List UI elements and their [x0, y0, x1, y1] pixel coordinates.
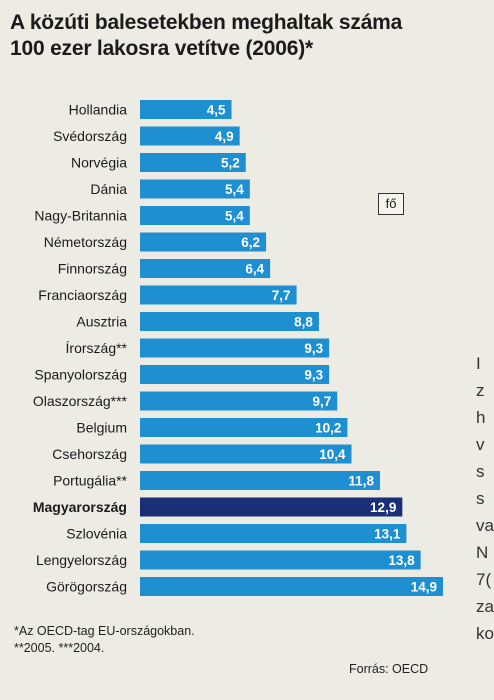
bar — [140, 391, 338, 411]
adjacent-text-fragment: va — [476, 516, 494, 535]
category-label: Ausztria — [76, 314, 127, 330]
category-label: Portugália** — [53, 473, 127, 489]
value-label: 6,4 — [245, 262, 264, 277]
chart-title-line-1: A közúti balesetekben meghaltak száma — [10, 11, 403, 34]
category-label: Belgium — [76, 420, 127, 436]
value-label: 8,8 — [294, 315, 313, 330]
bar — [140, 285, 297, 305]
category-label: Csehország — [52, 446, 127, 462]
category-label: Szlovénia — [66, 526, 127, 542]
bar — [140, 365, 330, 384]
value-label: 5,4 — [225, 182, 244, 197]
adjacent-text-fragment: z — [476, 381, 485, 400]
category-label: Írország** — [66, 340, 128, 356]
bar-chart: Hollandia 4,5 Svédország 4,9 Norvégia 5,2 Dáni… — [33, 100, 443, 596]
bar — [140, 444, 352, 464]
adjacent-text-fragment: s — [476, 489, 485, 508]
value-label: 7,7 — [272, 288, 291, 303]
category-label: Hollandia — [69, 102, 128, 118]
adjacent-text-fragment: v — [476, 435, 485, 454]
category-label: Franciaország — [38, 287, 127, 303]
bar-highlighted — [140, 497, 403, 517]
value-label: 12,9 — [370, 500, 396, 515]
adjacent-text-fragment: 7( — [476, 570, 492, 589]
adjacent-text-fragment: N — [476, 543, 489, 562]
adjacent-text-fragment: s — [476, 462, 485, 481]
chart-title-line-2: 100 ezer lakosra vetítve (2006)* — [10, 37, 313, 60]
adjacent-text-fragment: ko — [476, 624, 494, 643]
bar — [140, 126, 240, 146]
value-label: 11,8 — [348, 474, 374, 489]
value-label: 10,4 — [319, 447, 346, 462]
value-label: 13,8 — [388, 553, 415, 568]
bar — [140, 471, 380, 490]
value-label: 14,9 — [411, 580, 437, 595]
chart-title: A közúti balesetekben meghaltak száma 10… — [10, 10, 480, 62]
value-label: 9,3 — [304, 368, 323, 383]
value-label: 9,7 — [312, 394, 331, 409]
category-label: Dánia — [90, 181, 127, 197]
value-label: 4,5 — [207, 103, 226, 118]
adjacent-article-text: I z h v s s va N 7( za ko — [476, 350, 494, 647]
category-label: Nagy-Britannia — [34, 208, 127, 224]
bar — [140, 259, 271, 278]
value-label: 6,2 — [241, 235, 260, 250]
value-label: 9,3 — [304, 341, 323, 356]
value-label: 4,9 — [215, 129, 234, 144]
bar — [140, 179, 250, 199]
bar — [140, 418, 348, 437]
category-label: Lengyelország — [36, 552, 127, 568]
adjacent-text-fragment: za — [476, 597, 494, 616]
footnote: *Az OECD-tag EU-országokban. **2005. ***… — [14, 623, 195, 657]
category-label: Magyarország — [33, 499, 127, 515]
bar — [140, 153, 246, 172]
category-label: Németország — [44, 234, 127, 250]
value-label: 13,1 — [374, 527, 401, 542]
bar — [140, 206, 250, 225]
adjacent-text-fragment: h — [476, 408, 486, 427]
footnote-line-1: *Az OECD-tag EU-országokban. — [14, 624, 195, 638]
value-label: 5,2 — [221, 156, 240, 171]
unit-label-box: fő — [378, 193, 404, 215]
category-label: Svédország — [53, 128, 127, 144]
category-label: Görögország — [46, 579, 127, 595]
bar — [140, 312, 319, 331]
bar — [140, 338, 330, 358]
value-label: 10,2 — [315, 421, 341, 436]
bar — [140, 232, 267, 252]
category-label: Norvégia — [71, 155, 127, 171]
category-label: Finnország — [58, 261, 127, 277]
bar — [140, 100, 232, 119]
category-label: Olaszország*** — [33, 393, 128, 409]
bar — [140, 577, 443, 596]
value-label: 5,4 — [225, 209, 244, 224]
adjacent-text-fragment: I — [476, 354, 481, 373]
bar — [140, 550, 421, 570]
bar — [140, 524, 407, 543]
source-note: Forrás: OECD — [349, 662, 429, 676]
footnote-line-2: **2005. ***2004. — [14, 641, 105, 655]
category-label: Spanyolország — [34, 367, 127, 383]
